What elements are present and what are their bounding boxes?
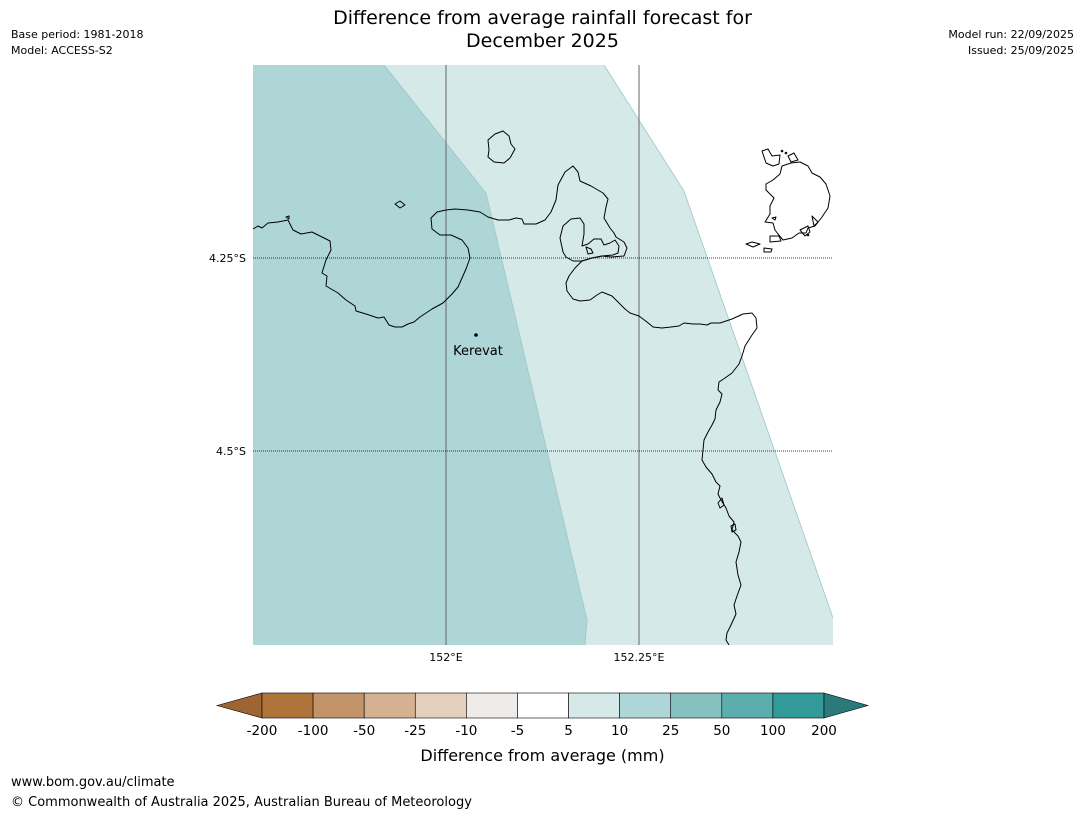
map-area: Kerevat — [253, 65, 833, 645]
colorbar-segment — [517, 692, 569, 719]
meta-right: Model run: 22/09/2025 Issued: 25/09/2025 — [948, 27, 1074, 59]
colorbar-tick-label: -50 — [353, 723, 375, 739]
footer-url: www.bom.gov.au/climate — [11, 775, 175, 790]
zone-boundary — [383, 65, 588, 645]
colorbar-tick-label: 5 — [564, 723, 573, 739]
colorbar-tick-label: 100 — [760, 723, 786, 739]
colorbar-segment — [466, 692, 518, 719]
colorbar-segment — [619, 692, 672, 719]
title-line-1: Difference from average rainfall forecas… — [333, 7, 752, 29]
model-label: Model: ACCESS-S2 — [11, 44, 113, 57]
colorbar-tick-label: -10 — [455, 723, 477, 739]
colorbar-segment — [721, 692, 774, 719]
kerevat-label: Kerevat — [453, 344, 503, 359]
colorbar-tick-label: -200 — [247, 723, 278, 739]
colorbar-segment — [312, 692, 365, 719]
colorbar-segment — [568, 692, 620, 719]
meta-left: Base period: 1981-2018 Model: ACCESS-S2 — [11, 27, 143, 59]
zone-white — [604, 65, 833, 618]
lon-label-152: 152°E — [429, 651, 462, 664]
colorbar-tick-label: 25 — [662, 723, 679, 739]
title-line-2: December 2025 — [466, 30, 619, 52]
issued-label: Issued: 25/09/2025 — [967, 44, 1074, 57]
lon-label-152.25: 152.25°E — [614, 651, 665, 664]
footer-copyright: © Commonwealth of Australia 2025, Austra… — [11, 795, 472, 810]
base-period-label: Base period: 1981-2018 — [11, 28, 144, 41]
colorbar-tick-label: 200 — [811, 723, 837, 739]
colorbar-segment — [670, 692, 723, 719]
map-title: Difference from average rainfall forecas… — [0, 7, 1085, 53]
lat-label-4.25: 4.25°S — [209, 252, 246, 265]
colorbar-tick-label: -5 — [511, 723, 524, 739]
lat-label-4.5: 4.5°S — [216, 445, 246, 458]
kerevat-marker — [474, 333, 478, 337]
colorbar-tick-label: 50 — [713, 723, 730, 739]
colorbar-tick-label: -25 — [404, 723, 426, 739]
colorbar-title: Difference from average (mm) — [420, 746, 665, 765]
model-run-label: Model run: 22/09/2025 — [948, 28, 1074, 41]
colorbar-tick-label: 10 — [611, 723, 628, 739]
colorbar-tick-label: -100 — [298, 723, 329, 739]
zone-10-to-25 — [253, 65, 587, 645]
coastline — [253, 130, 831, 645]
colorbar-segment — [261, 692, 314, 719]
colorbar-extend-left — [215, 692, 263, 719]
colorbar: -200 -100 -50 -25 -10 -5 5 10 25 50 100 200 — [215, 692, 870, 739]
colorbar-extend-right — [823, 692, 870, 719]
zone-boundary — [603, 65, 833, 619]
colorbar-segment — [414, 692, 467, 719]
colorbar-segment — [363, 692, 416, 719]
colorbar-segment — [772, 692, 825, 719]
